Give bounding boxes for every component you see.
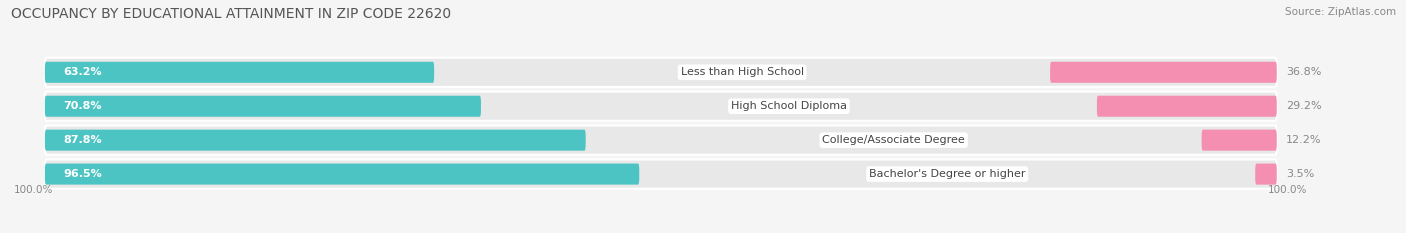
FancyBboxPatch shape (45, 160, 1277, 189)
FancyBboxPatch shape (45, 58, 1277, 87)
Text: 36.8%: 36.8% (1286, 67, 1322, 77)
Text: OCCUPANCY BY EDUCATIONAL ATTAINMENT IN ZIP CODE 22620: OCCUPANCY BY EDUCATIONAL ATTAINMENT IN Z… (11, 7, 451, 21)
Text: 29.2%: 29.2% (1286, 101, 1322, 111)
Text: 87.8%: 87.8% (63, 135, 103, 145)
Text: 100.0%: 100.0% (1268, 185, 1308, 195)
Text: College/Associate Degree: College/Associate Degree (823, 135, 965, 145)
Text: Less than High School: Less than High School (681, 67, 804, 77)
Text: 3.5%: 3.5% (1286, 169, 1315, 179)
FancyBboxPatch shape (45, 130, 586, 151)
FancyBboxPatch shape (1256, 164, 1277, 185)
Text: 96.5%: 96.5% (63, 169, 103, 179)
Text: 63.2%: 63.2% (63, 67, 103, 77)
Text: Bachelor's Degree or higher: Bachelor's Degree or higher (869, 169, 1025, 179)
Text: 12.2%: 12.2% (1286, 135, 1322, 145)
FancyBboxPatch shape (45, 92, 1277, 121)
Text: 70.8%: 70.8% (63, 101, 101, 111)
Text: 100.0%: 100.0% (14, 185, 53, 195)
Text: Source: ZipAtlas.com: Source: ZipAtlas.com (1285, 7, 1396, 17)
FancyBboxPatch shape (45, 62, 434, 83)
FancyBboxPatch shape (45, 126, 1277, 155)
FancyBboxPatch shape (1097, 96, 1277, 117)
Text: High School Diploma: High School Diploma (731, 101, 846, 111)
FancyBboxPatch shape (1202, 130, 1277, 151)
FancyBboxPatch shape (45, 164, 640, 185)
FancyBboxPatch shape (1050, 62, 1277, 83)
FancyBboxPatch shape (45, 96, 481, 117)
